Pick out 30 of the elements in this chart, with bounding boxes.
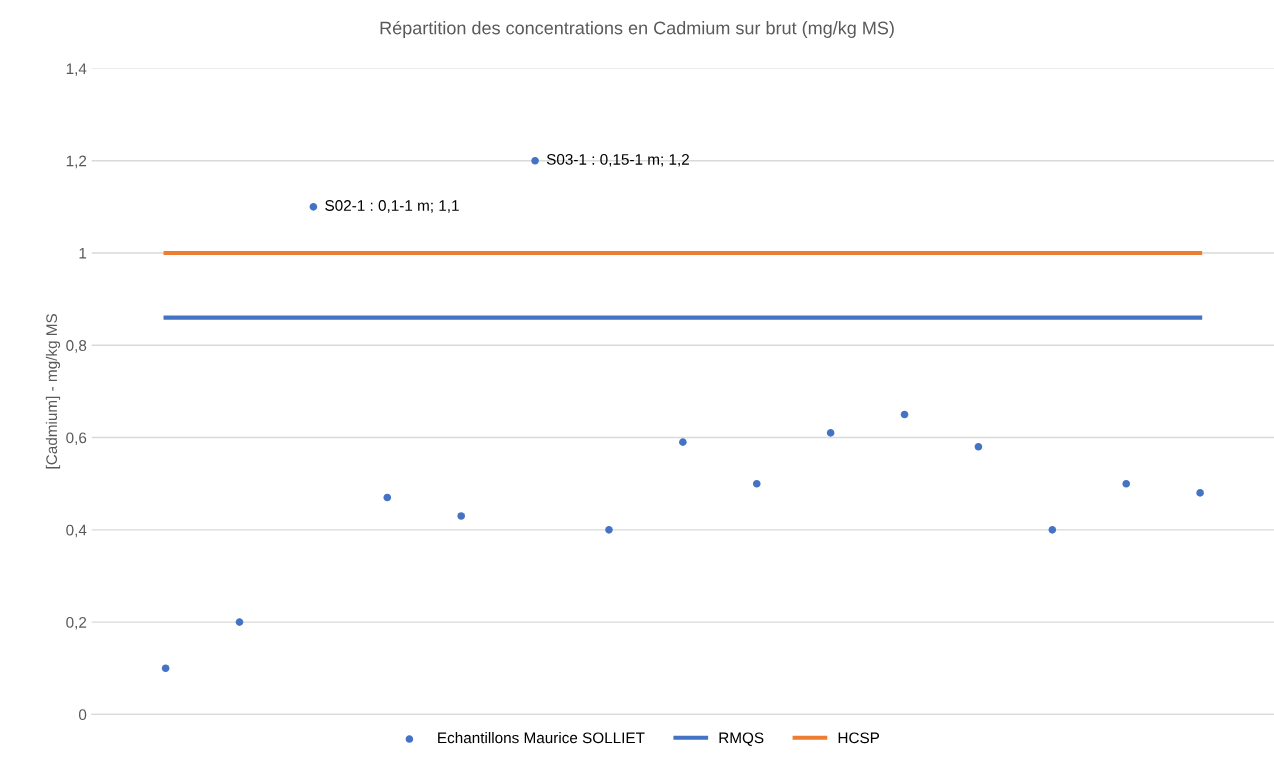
point [531, 156, 539, 165]
point [161, 664, 170, 673]
y-tick-label: 0,2 [66, 616, 87, 630]
y-tick-label: 1 [79, 248, 87, 259]
point [309, 203, 318, 211]
point [383, 493, 392, 502]
y-tick-label: 0,6 [66, 432, 87, 446]
y-tick-label: 0,8 [66, 340, 87, 353]
y-tick-label: 0,4 [66, 524, 87, 538]
y-tick-label: 1,4 [66, 63, 87, 76]
point [605, 526, 613, 534]
point [457, 512, 465, 520]
point [826, 429, 835, 437]
y-tick-label: 0 [78, 709, 87, 721]
point [752, 479, 761, 488]
chart-title: Répartition des concentrations en Cadmium sur brut (mg/kg MS) [380, 20, 894, 38]
data-label: S02-1 : 0,1-1 m; 1,1 [325, 200, 459, 213]
point [1048, 526, 1057, 534]
point [1122, 479, 1131, 488]
legend-label: RMQS [719, 732, 764, 746]
legend-label: HCSP [838, 732, 880, 744]
point [974, 442, 983, 451]
y-tick-label: 1,2 [66, 155, 87, 169]
point [235, 618, 244, 626]
point [679, 438, 687, 446]
point [900, 410, 909, 419]
point [1196, 489, 1204, 497]
data-label: S03-1 : 0,15-1 m; 1,2 [546, 153, 689, 167]
legend-label: Echantillons Maurice SOLLIET [438, 732, 645, 744]
y-axis-title: [Cadmium] - mg/kg MS [45, 314, 61, 469]
